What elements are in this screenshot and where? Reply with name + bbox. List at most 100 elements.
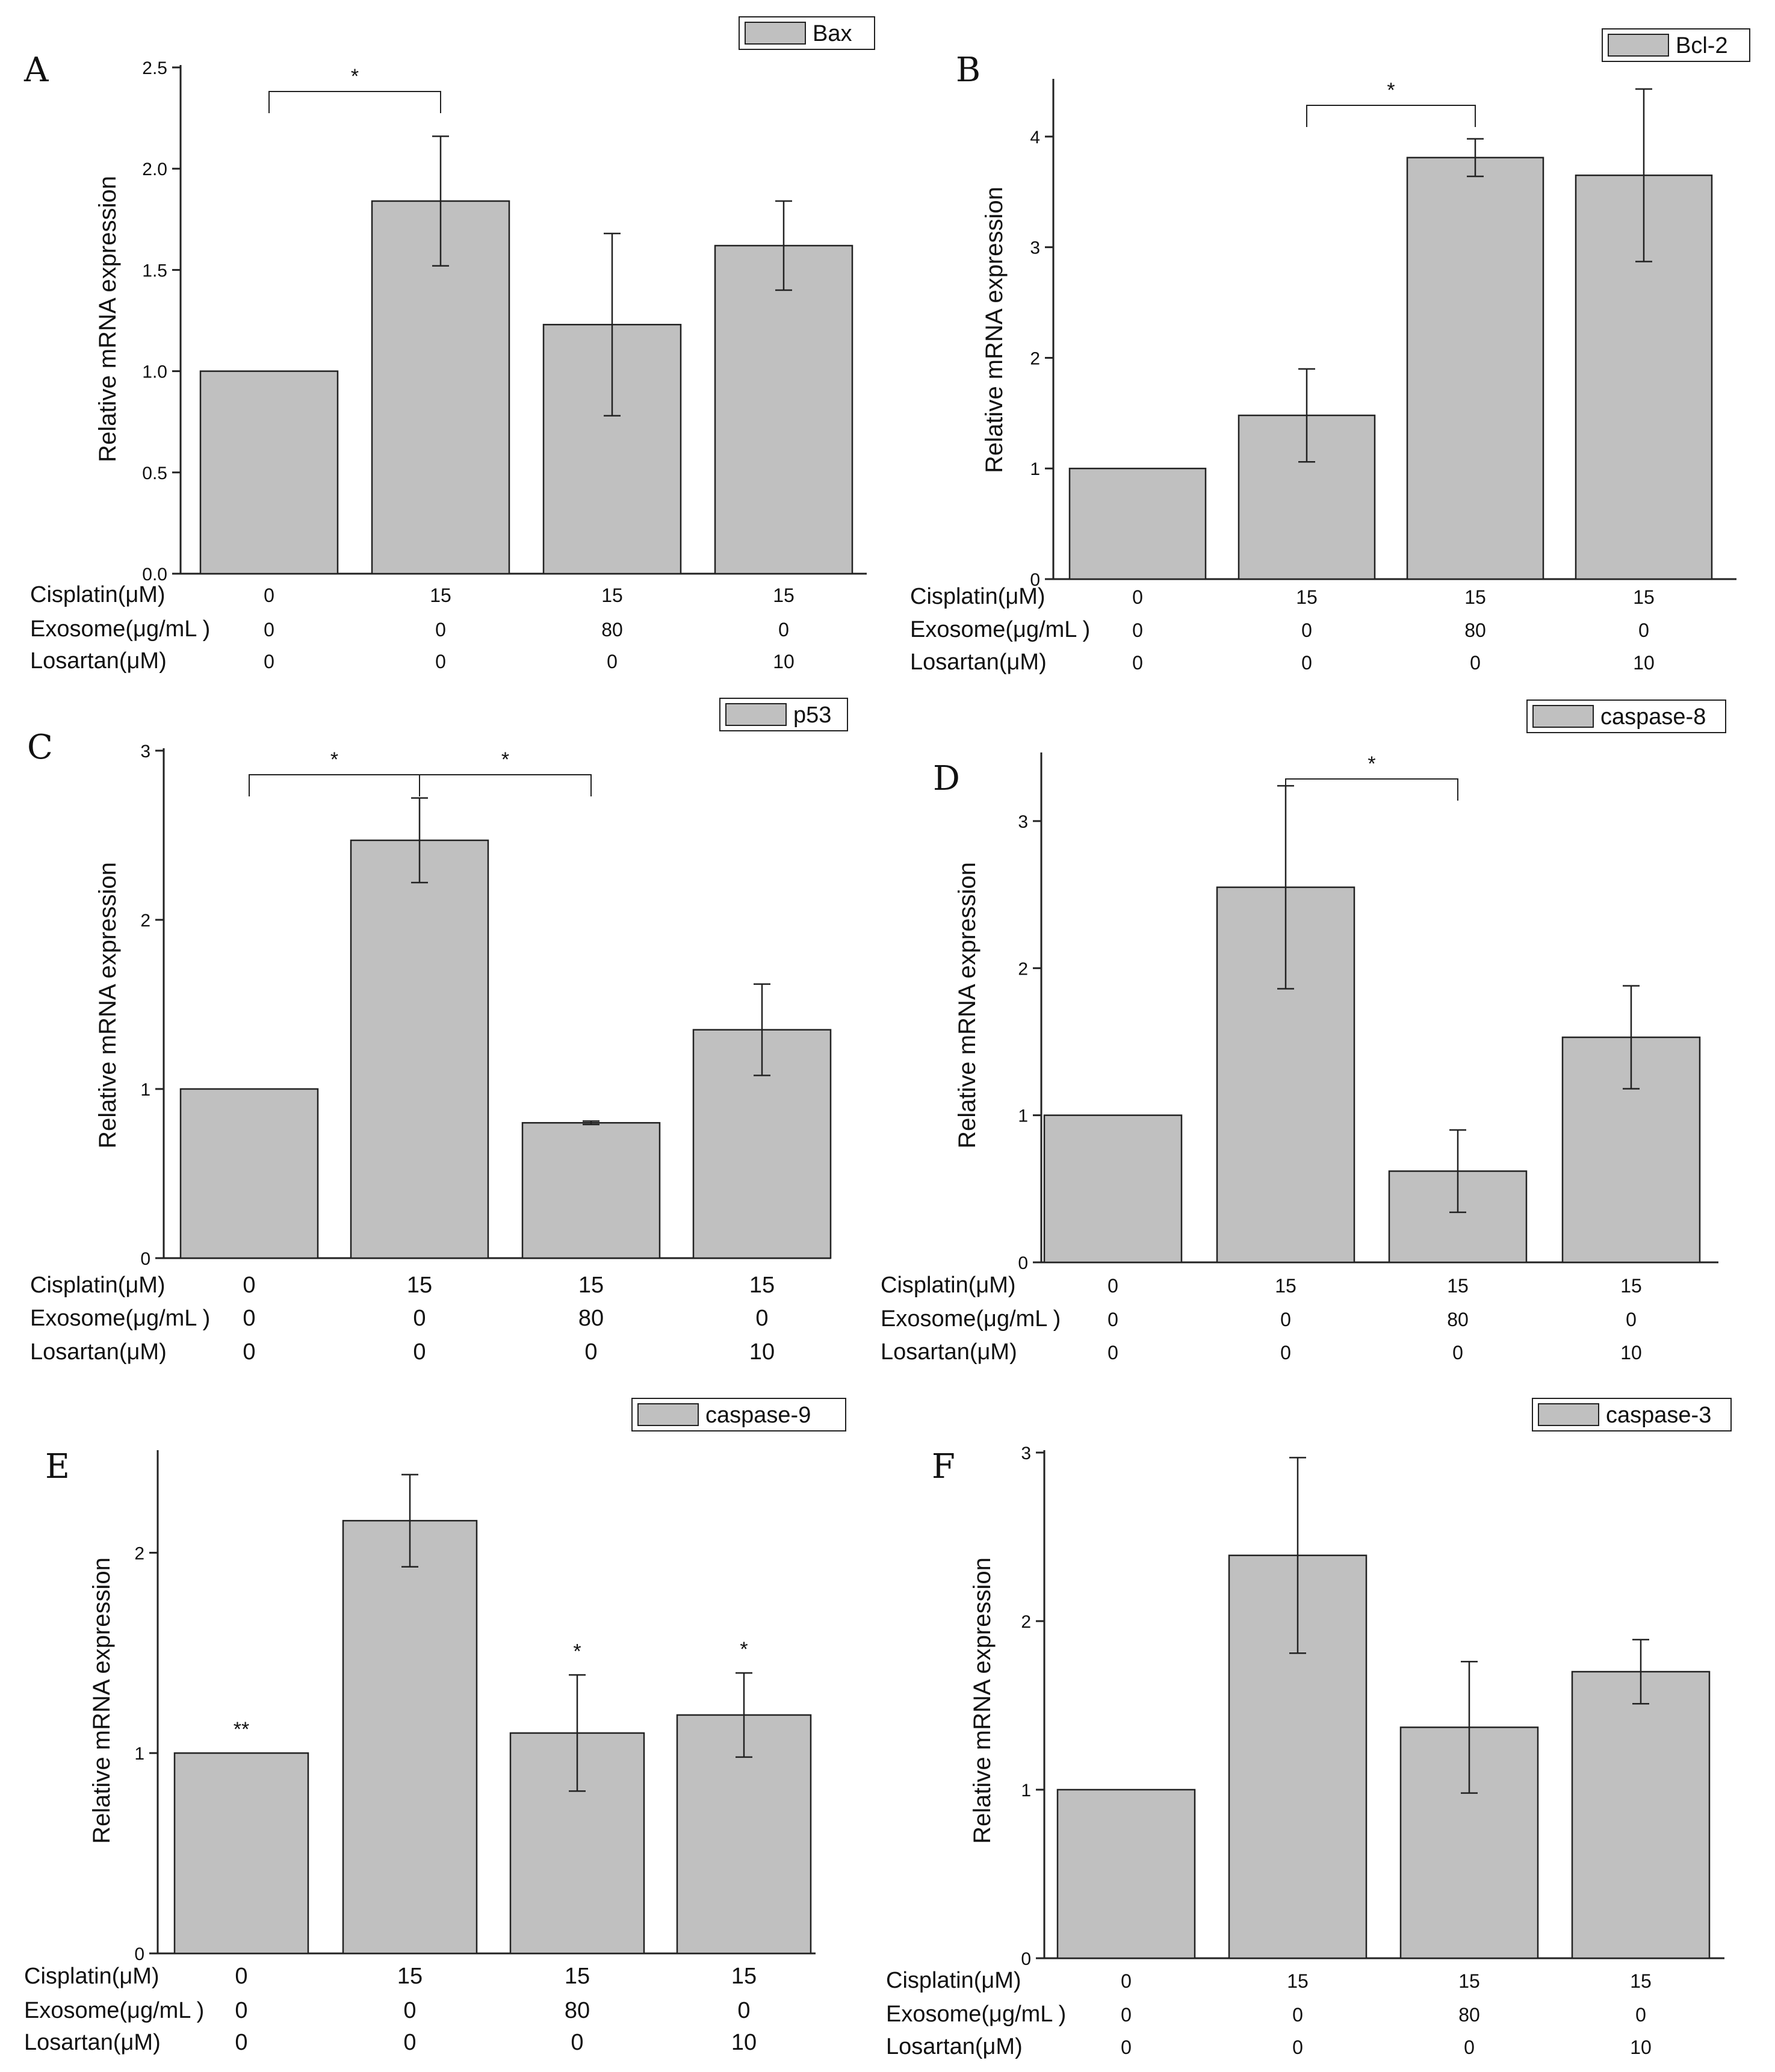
bar — [173, 1752, 309, 1955]
condition-value: 0 — [235, 1964, 247, 1989]
legend: Bcl-2 — [1602, 28, 1750, 62]
condition-value: 15 — [1464, 586, 1486, 608]
condition-value: 0 — [1464, 2036, 1475, 2058]
legend-swatch — [725, 703, 787, 726]
condition-value: 0 — [778, 619, 789, 641]
condition-value: 0 — [755, 1306, 768, 1331]
condition-value: 0 — [1107, 1275, 1118, 1297]
condition-value: 15 — [578, 1273, 604, 1298]
condition-value: 0 — [235, 2030, 247, 2055]
condition-label: Cisplatin(μM) — [24, 1964, 160, 1989]
condition-value: 0 — [1292, 2036, 1303, 2058]
condition-table: Cisplatin(μM) 0 15 15 15 Exosome(μg/mL ) 0 0 80 0… — [30, 1273, 775, 1365]
condition-value: 0 — [413, 1339, 426, 1365]
condition-value: 15 — [1633, 586, 1655, 608]
condition-value: 15 — [407, 1273, 432, 1298]
condition-label: Losartan(μM) — [886, 2034, 1023, 2059]
y-tick-label: 0.5 — [142, 464, 167, 483]
bar — [199, 370, 339, 575]
panel-letter: F — [932, 1447, 955, 1486]
condition-value: 0 — [1132, 619, 1143, 641]
bar — [179, 1088, 319, 1259]
legend-swatch — [1608, 34, 1669, 57]
legend: caspase-3 — [1532, 1398, 1732, 1431]
condition-label: Losartan(μM) — [881, 1339, 1017, 1365]
significance-star: * — [740, 1638, 748, 1661]
condition-label: Losartan(μM) — [910, 650, 1047, 675]
condition-value: 80 — [1464, 619, 1486, 641]
condition-value: 0 — [243, 1273, 255, 1298]
y-tick-label: 2 — [1021, 1612, 1031, 1632]
condition-value: 0 — [264, 585, 274, 606]
condition-label: Losartan(μM) — [30, 1339, 167, 1365]
condition-value: 10 — [1630, 2036, 1652, 2058]
y-tick-label: 1 — [1018, 1106, 1028, 1126]
condition-value: 0 — [1107, 1342, 1118, 1363]
bracket-star: * — [1368, 752, 1375, 775]
condition-value: 15 — [1275, 1275, 1296, 1297]
condition-value: 0 — [1121, 2036, 1132, 2058]
y-tick-label: 2 — [1018, 959, 1028, 979]
legend-label: p53 — [793, 703, 831, 728]
condition-label: Exosome(μg/mL ) — [881, 1306, 1061, 1332]
condition-value: 10 — [731, 2030, 757, 2055]
condition-value: 80 — [1458, 2004, 1480, 2026]
legend-swatch — [1538, 1403, 1599, 1426]
bracket-star: * — [330, 748, 338, 771]
bars — [1056, 1457, 1711, 1959]
y-axis-label: Relative mRNA expression — [88, 1557, 115, 1844]
bars — [1043, 785, 1701, 1264]
legend-swatch — [637, 1403, 699, 1426]
y-tick-label: 3 — [1021, 1444, 1031, 1463]
y-tick-label: 3 — [1030, 238, 1040, 258]
condition-value: 15 — [1296, 586, 1318, 608]
condition-value: 0 — [243, 1339, 255, 1365]
condition-value: 0 — [1280, 1309, 1291, 1330]
bars — [1068, 88, 1713, 580]
condition-value: 15 — [397, 1964, 423, 1989]
condition-value: 0 — [584, 1339, 597, 1365]
legend: caspase-8 — [1526, 699, 1726, 733]
panel-b: B Bcl-2 0 1 2 3 4 Relative mRNA expression * Cisp… — [910, 28, 1750, 675]
y-tick-label: 3 — [1018, 812, 1028, 832]
y-tick-label: 3 — [140, 742, 150, 761]
condition-table: Cisplatin(μM) 0 15 15 15 Exosome(μg/mL ) 0 0 80 0… — [910, 584, 1655, 675]
condition-value: 0 — [1301, 652, 1312, 674]
legend-swatch — [745, 22, 806, 45]
y-axis-label: Relative mRNA expression — [969, 1557, 996, 1844]
bars — [199, 135, 853, 575]
y-axis-label: Relative mRNA expression — [954, 862, 980, 1149]
bracket-star: * — [1387, 79, 1395, 102]
bar — [342, 1519, 478, 1955]
condition-label: Losartan(μM) — [30, 648, 167, 674]
condition-value: 0 — [1301, 619, 1312, 641]
condition-label: Cisplatin(μM) — [881, 1273, 1016, 1298]
significance-bracket: * — [1285, 752, 1458, 801]
legend: p53 — [719, 698, 848, 731]
panel-letter: E — [45, 1447, 70, 1486]
condition-value: 15 — [1447, 1275, 1469, 1297]
y-tick-label: 1 — [140, 1080, 150, 1100]
condition-label: Exosome(μg/mL ) — [30, 616, 210, 642]
condition-value: 0 — [264, 651, 274, 672]
condition-value: 80 — [565, 1998, 590, 2023]
bracket-line — [268, 91, 441, 113]
bracket-line — [249, 774, 420, 796]
y-tick-label: 2.0 — [142, 160, 167, 179]
condition-table: Cisplatin(μM) 0 15 15 15 Exosome(μg/mL ) 0 0 80 0… — [886, 1968, 1652, 2059]
condition-value: 0 — [737, 1998, 750, 2023]
panel-letter: A — [23, 51, 49, 90]
condition-value: 10 — [749, 1339, 775, 1365]
significance-star: ** — [234, 1718, 249, 1741]
panel-letter: B — [956, 51, 980, 90]
condition-table: Cisplatin(μM) 0 15 15 15 Exosome(μg/mL ) 0 0 80 0… — [24, 1964, 757, 2055]
bar — [1406, 157, 1544, 580]
condition-value: 15 — [1630, 1970, 1652, 1992]
condition-value: 15 — [773, 585, 795, 606]
bar — [350, 839, 489, 1259]
y-axis-label: Relative mRNA expression — [94, 862, 121, 1149]
condition-value: 10 — [773, 651, 795, 672]
y-tick-label: 0 — [1018, 1253, 1028, 1273]
